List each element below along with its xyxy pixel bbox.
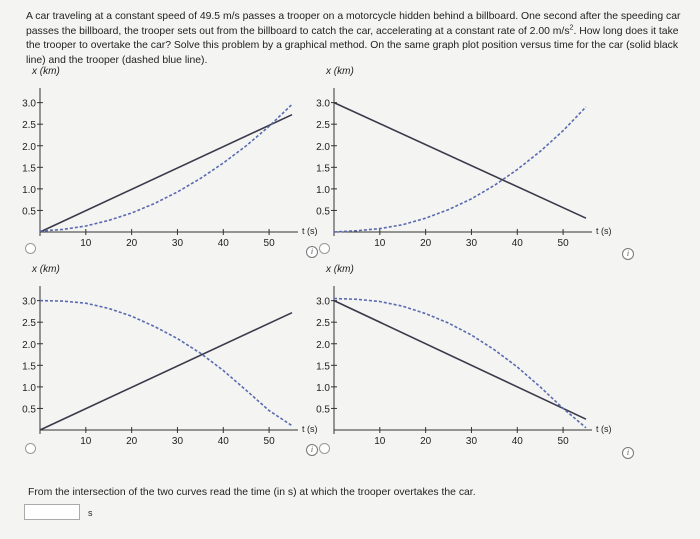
y-tick-label: 2.0 <box>22 142 36 153</box>
chart-svg: 10 20 30 40 50 0.5 1.0 1.5 2.0 2.5 3.0 x (km) t (s) <box>22 66 318 249</box>
y-tick-label: 1.0 <box>22 185 36 196</box>
car-line <box>333 299 587 420</box>
x-tick-label: 50 <box>264 238 276 249</box>
y-axis-label: x (km) <box>31 66 60 77</box>
question-text: From the intersection of the two curves … <box>28 487 476 498</box>
x-tick-label: 40 <box>512 436 524 447</box>
y-tick-label: 2.0 <box>22 340 36 351</box>
y-tick-label: 3.0 <box>22 297 36 308</box>
trooper-curve <box>333 297 587 429</box>
y-tick-label: 1.5 <box>316 163 330 174</box>
x-tick-label: 20 <box>420 238 432 249</box>
graph-option-3: 10 20 30 40 50 0.5 1.0 1.5 2.0 2.5 3.0 x (km) t (s) <box>22 264 336 468</box>
y-tick-label: 1.5 <box>22 361 36 372</box>
y-axis-label: x (km) <box>325 264 354 275</box>
option-3-radio[interactable] <box>25 443 36 454</box>
y-tick-label: 1.0 <box>316 383 330 394</box>
x-tick-label: 10 <box>374 436 386 447</box>
info-icon[interactable]: i <box>306 246 318 258</box>
problem-statement: A car traveling at a constant speed of 4… <box>26 10 686 68</box>
x-tick-label: 50 <box>558 238 570 249</box>
y-tick-label: 2.5 <box>22 318 36 329</box>
y-tick-label: 0.5 <box>22 404 36 415</box>
y-tick-label: 3.0 <box>22 99 36 110</box>
y-tick-label: 1.0 <box>22 383 36 394</box>
y-tick-label: 3.0 <box>316 297 330 308</box>
x-tick-label: 30 <box>466 238 478 249</box>
y-axis-label: x (km) <box>31 264 60 275</box>
y-tick-label: 3.0 <box>316 99 330 110</box>
x-tick-label: 40 <box>218 238 230 249</box>
problem-text-2: 2.00 m/s <box>529 25 570 37</box>
x-tick-label: 20 <box>126 238 138 249</box>
x-tick-label: 20 <box>420 436 432 447</box>
y-tick-label: 2.0 <box>316 142 330 153</box>
option-2-radio[interactable] <box>319 243 330 254</box>
option-1-radio[interactable] <box>25 243 36 254</box>
x-tick-label: 50 <box>264 436 276 447</box>
problem-text-sup: 2 <box>569 24 574 32</box>
x-tick-label: 30 <box>466 436 478 447</box>
option-4-radio[interactable] <box>319 443 330 454</box>
info-icon[interactable]: i <box>306 444 318 456</box>
x-tick-label: 20 <box>126 436 138 447</box>
x-tick-label: 50 <box>558 436 570 447</box>
answer-input[interactable] <box>24 504 80 520</box>
graph-option-1: 10 20 30 40 50 0.5 1.0 1.5 2.0 2.5 3.0 x (km) t (s) <box>22 66 336 270</box>
car-line <box>39 311 293 431</box>
info-icon[interactable]: i <box>622 447 634 459</box>
y-axis-label: x (km) <box>325 66 354 77</box>
x-tick-label: 40 <box>218 436 230 447</box>
x-tick-label: 30 <box>172 436 184 447</box>
x-axis-label: t (s) <box>596 424 612 434</box>
x-tick-label: 30 <box>172 238 184 249</box>
trooper-curve <box>39 299 293 427</box>
x-axis-label: t (s) <box>596 226 612 236</box>
chart-svg: 10 20 30 40 50 0.5 1.0 1.5 2.0 2.5 3.0 x (km) t (s) <box>316 66 612 249</box>
y-tick-label: 1.5 <box>22 163 36 174</box>
y-tick-label: 1.0 <box>316 185 330 196</box>
y-tick-label: 1.5 <box>316 361 330 372</box>
graph-option-4: 10 20 30 40 50 0.5 1.0 1.5 2.0 2.5 3.0 x (km) t (s) <box>316 264 630 468</box>
x-tick-label: 10 <box>374 238 386 249</box>
y-tick-label: 2.5 <box>316 120 330 131</box>
answer-unit: s <box>88 508 93 518</box>
x-tick-label: 10 <box>80 238 92 249</box>
graph-option-2: 10 20 30 40 50 0.5 1.0 1.5 2.0 2.5 3.0 x (km) t (s) <box>316 66 630 270</box>
trooper-curve <box>39 103 293 232</box>
x-axis-label: t (s) <box>302 424 318 434</box>
problem-text-3: . How long does it take the trooper to o… <box>26 25 679 66</box>
car-line <box>333 101 587 219</box>
x-tick-label: 40 <box>512 238 524 249</box>
y-tick-label: 0.5 <box>316 404 330 415</box>
problem-text-1: A car traveling at a constant speed of 4… <box>26 11 681 37</box>
y-tick-label: 2.0 <box>316 340 330 351</box>
chart-svg: 10 20 30 40 50 0.5 1.0 1.5 2.0 2.5 3.0 x (km) t (s) <box>22 264 318 447</box>
chart-svg: 10 20 30 40 50 0.5 1.0 1.5 2.0 2.5 3.0 x (km) t (s) <box>316 264 612 447</box>
y-tick-label: 2.5 <box>22 120 36 131</box>
y-tick-label: 0.5 <box>22 206 36 217</box>
info-icon[interactable]: i <box>622 248 634 260</box>
trooper-curve <box>333 106 587 233</box>
car-line <box>39 113 293 233</box>
x-axis-label: t (s) <box>302 226 318 236</box>
y-tick-label: 0.5 <box>316 206 330 217</box>
y-tick-label: 2.5 <box>316 318 330 329</box>
x-tick-label: 10 <box>80 436 92 447</box>
